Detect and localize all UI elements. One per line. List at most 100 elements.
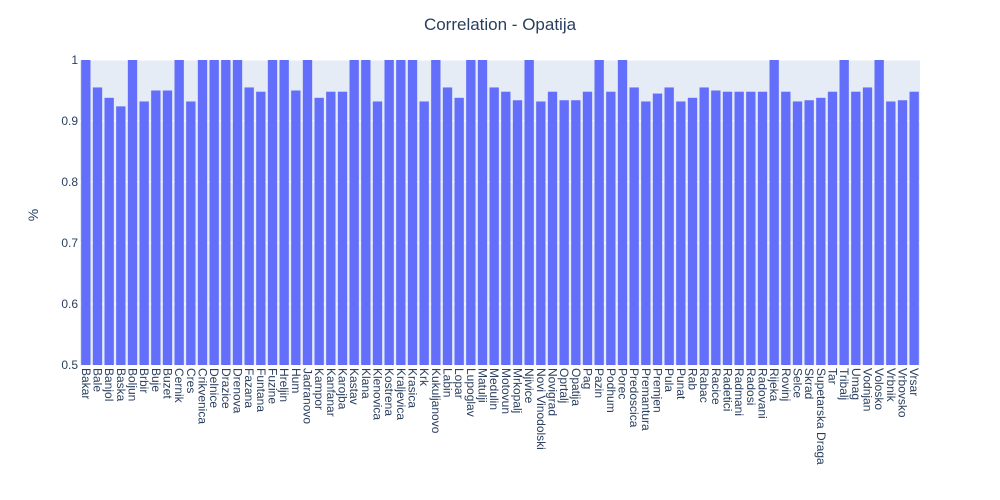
x-tick-label: Pazin [592,368,606,398]
x-tick-label: Cres [184,368,198,393]
y-tick-label: 0.8 [61,175,78,189]
bar [629,87,639,365]
x-tick-label: Volosko [872,368,886,410]
x-tick-label: Oprtalj [557,368,571,403]
x-tick-label: Premjen [651,368,665,413]
x-tick-label: Kraljevica [394,368,408,420]
x-tick-label: Bakar [79,368,93,399]
bar [384,60,394,365]
bar [536,101,546,365]
x-tick-label: Premantura [639,368,653,431]
x-tick-label: Njivice [522,368,536,404]
y-tick-label: 0.6 [61,297,78,311]
x-axis-ticks: BakarBaleBanjolBaskaBoljunBrbirBujeBuzet… [79,368,921,465]
x-tick-label: Podhum [604,368,618,413]
bar [909,91,919,365]
bar [827,91,838,365]
bar [279,60,289,365]
x-tick-label: Rijeka [767,368,781,402]
bar [641,101,651,365]
x-tick-label: Vrbnik [884,368,898,403]
x-tick-label: Motovun [499,368,513,414]
bar [372,101,383,365]
x-tick-label: Medulin [487,368,501,410]
bar [547,91,558,365]
bar [291,90,301,365]
x-tick-label: Funtana [254,368,268,412]
x-tick-label: Vrbovsko [896,368,910,418]
bar [174,60,184,365]
bar [186,101,196,365]
x-tick-label: Radmani [732,368,746,416]
y-axis-label: % [25,209,41,221]
bar [816,97,826,365]
bar [407,60,418,365]
bar [92,87,103,365]
bar [676,101,686,365]
x-tick-label: Hreljin [277,368,291,402]
x-tick-label: Racice [709,368,723,405]
bar [442,87,453,365]
x-tick-label: Kanfanar [324,368,338,417]
bar [664,87,674,365]
bar [419,101,429,365]
x-tick-label: Cernik [172,368,186,404]
bar [232,60,243,365]
bar [699,87,709,365]
x-tick-label: Supetarska Draga [814,368,828,465]
bar [314,97,324,365]
bar [512,100,523,365]
bar [151,90,161,365]
x-tick-label: Pula [662,368,676,392]
x-tick-label: Buzet [161,368,175,399]
x-tick-label: Novigrad [546,368,560,416]
bar [349,60,359,365]
bar [302,60,313,365]
bar [897,100,908,365]
x-tick-label: Punat [674,368,688,400]
y-tick-label: 0.9 [61,114,78,128]
bar [746,91,756,365]
bar [81,60,91,365]
bar [162,90,173,365]
x-tick-label: Kastav [347,368,361,405]
bar [617,60,628,365]
x-tick-label: Klana [359,368,373,399]
bar [477,60,488,365]
bar [594,60,604,365]
bar [582,91,593,365]
x-tick-label: Porec [616,368,630,399]
x-tick-label: Boljun [126,368,140,401]
bar [326,91,336,365]
bar [221,60,231,365]
bar [209,60,219,365]
x-tick-label: Matulji [476,368,490,403]
y-tick-label: 0.7 [61,236,78,250]
bar [711,90,721,365]
x-tick-label: Delnice [207,368,221,408]
plot-area [80,60,920,365]
x-tick-label: Drazice [219,368,233,409]
x-tick-label: Radetici [721,368,735,411]
x-tick-label: Opatija [569,368,583,406]
bar [501,91,511,365]
x-tick-label: Fazana [242,368,256,408]
bar [116,106,126,366]
bar [139,101,149,365]
x-tick-label: Vodnjan [861,368,875,411]
bars [81,60,919,366]
x-tick-label: Tribalj [837,368,851,400]
x-tick-label: Radosi [744,368,758,405]
x-tick-label: Buje [149,368,163,392]
bar [396,60,406,365]
y-tick-label: 1 [71,53,78,67]
x-tick-label: Vrsar [907,368,921,396]
bar [792,101,803,365]
x-tick-label: Drenova [231,368,245,414]
bar [769,60,779,365]
bar [244,87,254,365]
bar [687,97,698,365]
bar [722,91,733,365]
x-tick-label: Karojba [336,368,350,410]
